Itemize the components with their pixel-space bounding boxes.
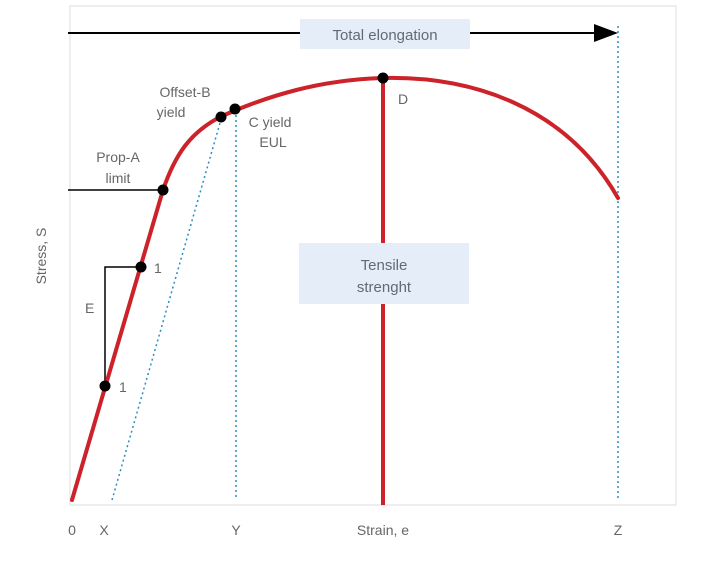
slope-e-label: E — [85, 300, 94, 316]
point-offset-yield — [215, 111, 227, 123]
total-elongation-box — [300, 19, 470, 49]
point-c-yield — [229, 103, 241, 115]
x-tick-label: X — [99, 522, 109, 538]
x-tick-label: Y — [231, 522, 241, 538]
point-lower-slope — [99, 380, 111, 392]
tensile-strength-box — [299, 243, 469, 304]
c-yield-label-line1: C yield — [249, 114, 292, 130]
c-yield-label-line2: EUL — [259, 134, 286, 150]
x-tick-label: 0 — [68, 522, 76, 538]
tensile-strength-label-line2: strenght — [357, 279, 412, 296]
point-prop-limit — [157, 184, 169, 196]
offset-yield-label-line2: yield — [157, 104, 186, 120]
modulus-slope-bracket — [104, 266, 141, 386]
tensile-strength-label-line1: Tensile — [361, 257, 408, 274]
offset-line-dotted — [111, 115, 223, 501]
x-axis-label: Strain, e — [357, 522, 409, 538]
x-tick-label: Z — [614, 522, 623, 538]
y-axis-label: Stress, S — [33, 228, 49, 285]
plot-frame — [69, 5, 677, 506]
prop-limit-label-line2: limit — [106, 170, 131, 186]
point-upper-slope — [135, 261, 147, 273]
stress-strain-curve — [70, 75, 620, 502]
total-elongation-arrowhead — [594, 24, 618, 42]
point-d-max — [377, 72, 389, 84]
total-elongation-label: Total elongation — [332, 27, 437, 44]
prop-limit-label-line1: Prop-A — [96, 149, 140, 165]
point-d-label: D — [398, 91, 408, 107]
offset-yield-label-line1: Offset-B — [159, 84, 210, 100]
slope-run-upper-label: 1 — [154, 260, 162, 276]
slope-run-lower-label: 1 — [119, 379, 127, 395]
